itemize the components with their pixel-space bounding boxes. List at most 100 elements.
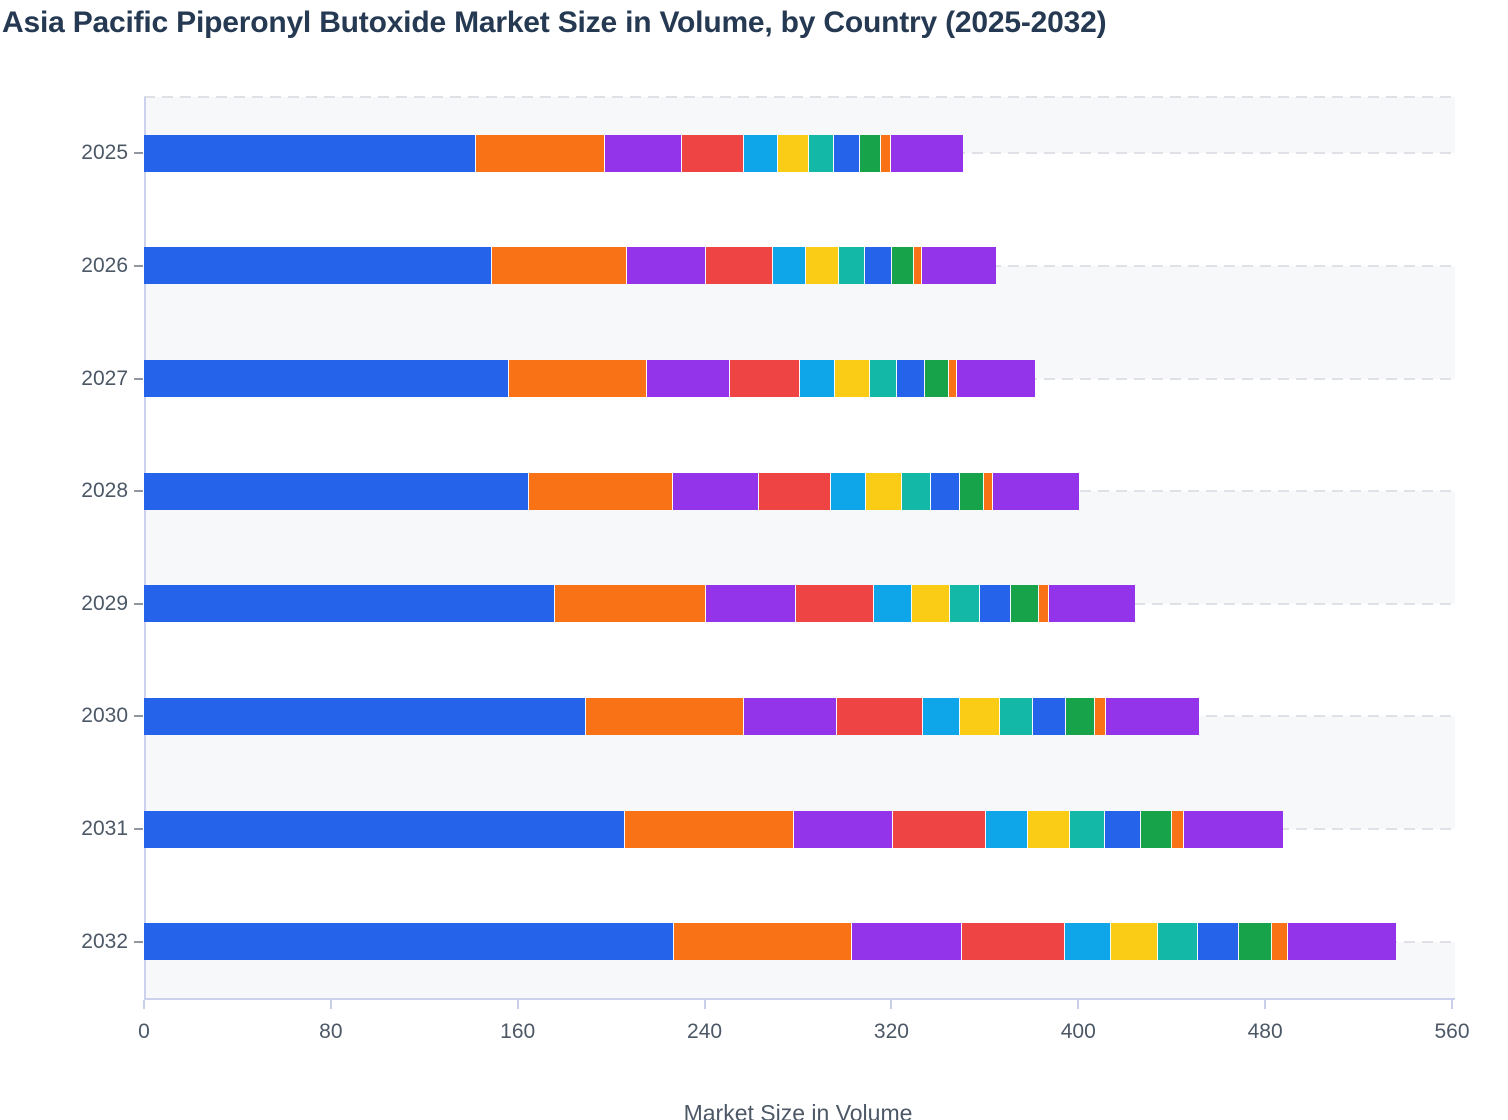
bar-segment-2025-segment-5-skyblue[interactable] [744,134,778,172]
bar-segment-2032-segment-10-orange[interactable] [1271,923,1288,961]
bar-segment-2032-segment-6-yellow[interactable] [1110,923,1158,961]
bar-segment-2025-segment-3-purple[interactable] [605,134,682,172]
bar-segment-2031-segment-7-teal[interactable] [1070,810,1106,848]
y-axis-tick [134,377,143,380]
bar-segment-2026-segment-3-purple[interactable] [626,247,707,285]
bar-segment-2027-segment-10-orange[interactable] [948,360,958,398]
bar-segment-2029-segment-11-purple[interactable] [1048,585,1135,623]
bar-segment-2025-segment-10-orange[interactable] [880,134,891,172]
bar-segment-2025-segment-4-red[interactable] [681,134,745,172]
bar-segment-2025-segment-1-blue[interactable] [144,134,476,172]
bar-segment-2030-segment-11-purple[interactable] [1106,697,1199,735]
bar-segment-2031-segment-8-blue[interactable] [1105,810,1142,848]
x-axis-tick [1451,1000,1453,1009]
bar-segment-2032-segment-4-red[interactable] [962,923,1065,961]
bar-segment-2032-segment-11-purple[interactable] [1287,923,1396,961]
y-axis-tick [134,828,143,831]
x-tick-label: 160 [500,1020,536,1043]
bar-segment-2026-segment-6-yellow[interactable] [805,247,840,285]
bar-segment-2028-segment-3-purple[interactable] [672,472,759,510]
bar-segment-2026-segment-5-skyblue[interactable] [773,247,806,285]
bar-segment-2027-segment-7-teal[interactable] [870,360,897,398]
bar-segment-2030-segment-1-blue[interactable] [144,697,586,735]
bar-segment-2031-segment-4-red[interactable] [892,810,986,848]
bar-segment-2032-segment-9-green[interactable] [1238,923,1272,961]
row-band [144,829,1455,942]
bar-segment-2030-segment-10-orange[interactable] [1095,697,1107,735]
bar-segment-2031-segment-5-skyblue[interactable] [986,810,1028,848]
x-axis-title: Market Size in Volume [683,1100,913,1120]
bar-segment-2029-segment-5-skyblue[interactable] [874,585,913,623]
bar-segment-2025-segment-2-orange[interactable] [475,134,606,172]
bar-segment-2028-segment-10-orange[interactable] [983,472,994,510]
y-tick-label: 2028 [81,479,128,503]
bar-segment-2032-segment-5-skyblue[interactable] [1064,923,1111,961]
bar-segment-2026-segment-4-red[interactable] [706,247,774,285]
bar-segment-2031-segment-3-purple[interactable] [794,810,893,848]
bar-segment-2027-segment-9-green[interactable] [925,360,949,398]
x-tick-label: 480 [1247,1020,1283,1043]
bar-segment-2028-segment-6-yellow[interactable] [865,472,903,510]
bar-segment-2030-segment-2-orange[interactable] [585,697,744,735]
bar-segment-2029-segment-3-purple[interactable] [705,585,797,623]
bar-segment-2029-segment-6-yellow[interactable] [912,585,951,623]
bar-segment-2030-segment-3-purple[interactable] [743,697,837,735]
bar-segment-2032-segment-3-purple[interactable] [852,923,963,961]
bar-segment-2029-segment-4-red[interactable] [796,585,875,623]
bar-segment-2029-segment-1-blue[interactable] [144,585,555,623]
bar-segment-2026-segment-8-blue[interactable] [865,247,893,285]
bar-segment-2030-segment-9-green[interactable] [1065,697,1096,735]
bar-segment-2027-segment-6-yellow[interactable] [834,360,871,398]
bar-segment-2025-segment-7-teal[interactable] [809,134,835,172]
bar-segment-2028-segment-4-red[interactable] [758,472,832,510]
bar-segment-2025-segment-11-purple[interactable] [890,134,964,172]
bar-segment-2028-segment-9-green[interactable] [960,472,984,510]
bar-segment-2030-segment-6-yellow[interactable] [959,697,1001,735]
bar-segment-2026-segment-1-blue[interactable] [144,247,492,285]
bar-segment-2027-segment-1-blue[interactable] [144,360,510,398]
bar-segment-2030-segment-4-red[interactable] [836,697,923,735]
bar-segment-2032-segment-2-orange[interactable] [673,923,853,961]
bar-segment-2027-segment-8-blue[interactable] [896,360,925,398]
bar-segment-2029-segment-2-orange[interactable] [554,585,706,623]
row-band [144,153,1455,266]
bar-segment-2026-segment-2-orange[interactable] [491,247,627,285]
bar-segment-2026-segment-7-teal[interactable] [839,247,866,285]
bar-segment-2030-segment-5-skyblue[interactable] [922,697,960,735]
bar-segment-2027-segment-11-purple[interactable] [957,360,1035,398]
bar-segment-2031-segment-1-blue[interactable] [144,810,626,848]
bar-segment-2032-segment-8-blue[interactable] [1197,923,1239,961]
bar-segment-2025-segment-8-blue[interactable] [834,134,861,172]
bar-segment-2028-segment-1-blue[interactable] [144,472,530,510]
bar-segment-2029-segment-9-green[interactable] [1010,585,1039,623]
bar-segment-2025-segment-9-green[interactable] [860,134,881,172]
bar-segment-2032-segment-1-blue[interactable] [144,923,674,961]
bar-segment-2031-segment-6-yellow[interactable] [1027,810,1071,848]
bar-segment-2027-segment-4-red[interactable] [730,360,801,398]
bar-segment-2031-segment-9-green[interactable] [1141,810,1173,848]
bar-segment-2029-segment-7-teal[interactable] [950,585,981,623]
bar-segment-2029-segment-8-blue[interactable] [980,585,1011,623]
bar-segment-2028-segment-5-skyblue[interactable] [831,472,866,510]
bar-segment-2030-segment-7-teal[interactable] [1000,697,1033,735]
y-axis-tick [134,490,143,493]
bar-segment-2032-segment-7-teal[interactable] [1157,923,1198,961]
bar-segment-2027-segment-2-orange[interactable] [509,360,648,398]
bar-segment-2026-segment-10-orange[interactable] [913,247,923,285]
bar-segment-2025-segment-6-yellow[interactable] [777,134,810,172]
bar-segment-2029-segment-10-orange[interactable] [1038,585,1049,623]
bar-2029 [144,585,1135,623]
bar-segment-2027-segment-3-purple[interactable] [647,360,731,398]
bar-segment-2028-segment-8-blue[interactable] [930,472,961,510]
bar-segment-2026-segment-11-purple[interactable] [922,247,996,285]
bar-segment-2031-segment-2-orange[interactable] [625,810,795,848]
bar-segment-2028-segment-11-purple[interactable] [993,472,1079,510]
bar-segment-2027-segment-5-skyblue[interactable] [800,360,835,398]
bar-segment-2026-segment-9-green[interactable] [892,247,914,285]
bar-segment-2030-segment-8-blue[interactable] [1032,697,1066,735]
bar-segment-2028-segment-2-orange[interactable] [529,472,673,510]
bar-segment-2031-segment-11-purple[interactable] [1184,810,1283,848]
bar-segment-2031-segment-10-orange[interactable] [1172,810,1185,848]
bar-segment-2028-segment-7-teal[interactable] [902,472,931,510]
